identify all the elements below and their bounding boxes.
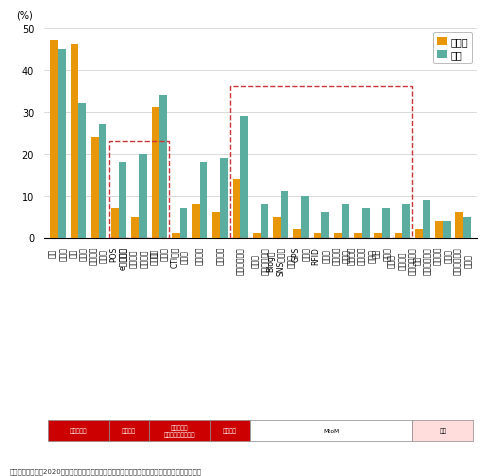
Text: 動画・
映像視聴ログ: 動画・ 映像視聴ログ	[251, 246, 270, 274]
Bar	[210, 420, 250, 442]
Bar	[261, 205, 268, 238]
Bar	[394, 234, 402, 238]
Bar	[50, 41, 58, 238]
Text: センサー
データ: センサー データ	[332, 246, 351, 265]
Text: 顧客等との
コミュニケーション: 顧客等との コミュニケーション	[164, 425, 195, 436]
Bar	[111, 208, 119, 238]
Text: MtoM: MtoM	[323, 428, 339, 433]
Bar	[109, 142, 169, 238]
Bar	[109, 420, 149, 442]
Text: (%): (%)	[16, 10, 33, 20]
Bar	[402, 205, 410, 238]
Text: アクセスログ: アクセスログ	[236, 246, 245, 274]
Bar	[415, 229, 423, 238]
Bar	[334, 234, 341, 238]
Bar	[240, 117, 248, 238]
Text: 経理
データ: 経理 データ	[69, 246, 88, 260]
Text: 電子
カルテデータ: 電子 カルテデータ	[413, 246, 432, 274]
Text: 顧客
データ: 顧客 データ	[48, 246, 68, 260]
Text: 画像診断
データ: 画像診断 データ	[433, 246, 452, 265]
Bar	[273, 217, 281, 238]
Bar	[91, 138, 98, 238]
Text: 携帯電話: 携帯電話	[216, 246, 225, 265]
Bar	[200, 163, 207, 238]
Bar	[192, 205, 200, 238]
Bar	[250, 420, 412, 442]
Bar	[180, 208, 187, 238]
Bar	[119, 163, 127, 238]
Bar	[131, 217, 139, 238]
Bar	[253, 234, 261, 238]
Text: 気象
データ: 気象 データ	[373, 246, 392, 260]
Text: 業務日誌
データ: 業務日誌 データ	[89, 246, 108, 265]
Text: POS
データ: POS データ	[109, 246, 129, 261]
Bar	[151, 108, 159, 238]
Text: 業務データ: 業務データ	[70, 428, 87, 434]
Bar	[443, 221, 450, 238]
Bar	[463, 217, 471, 238]
Bar	[354, 234, 362, 238]
Text: 電子レセプト
データ: 電子レセプト データ	[453, 246, 473, 274]
Bar	[321, 213, 329, 238]
Text: 防犯・
遠隔監視
カメラデータ: 防犯・ 遠隔監視 カメラデータ	[388, 246, 417, 274]
Bar	[98, 125, 106, 238]
Bar	[423, 200, 431, 238]
Text: 電子
メール: 電子 メール	[150, 246, 169, 260]
Bar	[314, 234, 321, 238]
Bar	[149, 420, 210, 442]
Text: eコマース
における
販売記録
データ: eコマース における 販売記録 データ	[119, 246, 159, 269]
Legend: ５年前, 現在: ５年前, 現在	[433, 33, 472, 64]
Text: （出典）総務省（2020）「デジタルデータの経済的価値の計測と活用の現状に関する調査研究」: （出典）総務省（2020）「デジタルデータの経済的価値の計測と活用の現状に関する…	[10, 467, 202, 474]
Bar	[220, 159, 228, 238]
Bar	[233, 179, 240, 238]
Text: Blog、
SNS等記事
データ: Blog、 SNS等記事 データ	[266, 246, 296, 275]
Bar	[58, 50, 66, 238]
Bar	[230, 87, 412, 238]
Bar	[382, 208, 390, 238]
Bar	[435, 221, 443, 238]
Bar	[412, 420, 473, 442]
Bar	[159, 96, 167, 238]
Bar	[375, 234, 382, 238]
Bar	[455, 213, 463, 238]
Bar	[293, 229, 301, 238]
Bar	[212, 213, 220, 238]
Text: 交通量・
渋滹情報
データ: 交通量・ 渋滹情報 データ	[347, 246, 377, 265]
Bar	[281, 192, 288, 238]
Text: CTI音声
データ: CTI音声 データ	[170, 246, 189, 268]
Text: 自動取得: 自動取得	[223, 428, 237, 434]
Bar	[301, 196, 309, 238]
Text: 医療: 医療	[439, 428, 446, 434]
Text: RFID
データ: RFID データ	[312, 246, 331, 264]
Text: 固定電話: 固定電話	[195, 246, 204, 265]
Bar	[341, 205, 349, 238]
Bar	[139, 154, 147, 238]
Bar	[172, 234, 180, 238]
Bar	[362, 208, 370, 238]
Bar	[71, 45, 78, 238]
Bar	[78, 104, 86, 238]
Text: GPS
データ: GPS データ	[291, 246, 311, 261]
Text: 販売記録: 販売記録	[122, 428, 136, 434]
Bar	[48, 420, 109, 442]
